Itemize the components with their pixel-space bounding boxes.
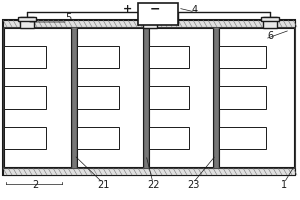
Bar: [3, 20, 295, 27]
Bar: [138, 3, 178, 25]
Text: 21: 21: [97, 180, 109, 190]
Text: 6: 6: [267, 31, 273, 41]
Bar: [3, 27, 295, 168]
Bar: [18, 17, 36, 21]
Bar: [143, 17, 157, 28]
Text: 23: 23: [187, 180, 199, 190]
Bar: [219, 46, 266, 68]
Bar: [77, 46, 119, 68]
Text: 5: 5: [65, 13, 71, 23]
Bar: [144, 27, 148, 168]
Bar: [149, 127, 189, 149]
Text: −: −: [150, 2, 160, 16]
Bar: [77, 86, 119, 109]
Bar: [219, 127, 266, 149]
Bar: [214, 27, 218, 168]
Text: 1: 1: [281, 180, 287, 190]
Bar: [77, 127, 119, 149]
Bar: [219, 86, 266, 109]
Text: 2: 2: [32, 180, 38, 190]
Bar: [77, 28, 143, 167]
Bar: [3, 20, 295, 175]
Bar: [219, 28, 294, 167]
Bar: [263, 17, 277, 28]
Text: 22: 22: [147, 180, 159, 190]
Text: 4: 4: [192, 5, 198, 15]
Bar: [149, 46, 189, 68]
Bar: [141, 17, 159, 21]
Bar: [3, 168, 295, 175]
Bar: [149, 28, 213, 167]
Bar: [4, 127, 46, 149]
Bar: [4, 28, 71, 167]
Bar: [4, 86, 46, 109]
Bar: [149, 86, 189, 109]
Bar: [20, 17, 34, 28]
Text: +: +: [122, 4, 132, 14]
Bar: [261, 17, 279, 21]
Bar: [4, 46, 46, 68]
Bar: [72, 27, 76, 168]
